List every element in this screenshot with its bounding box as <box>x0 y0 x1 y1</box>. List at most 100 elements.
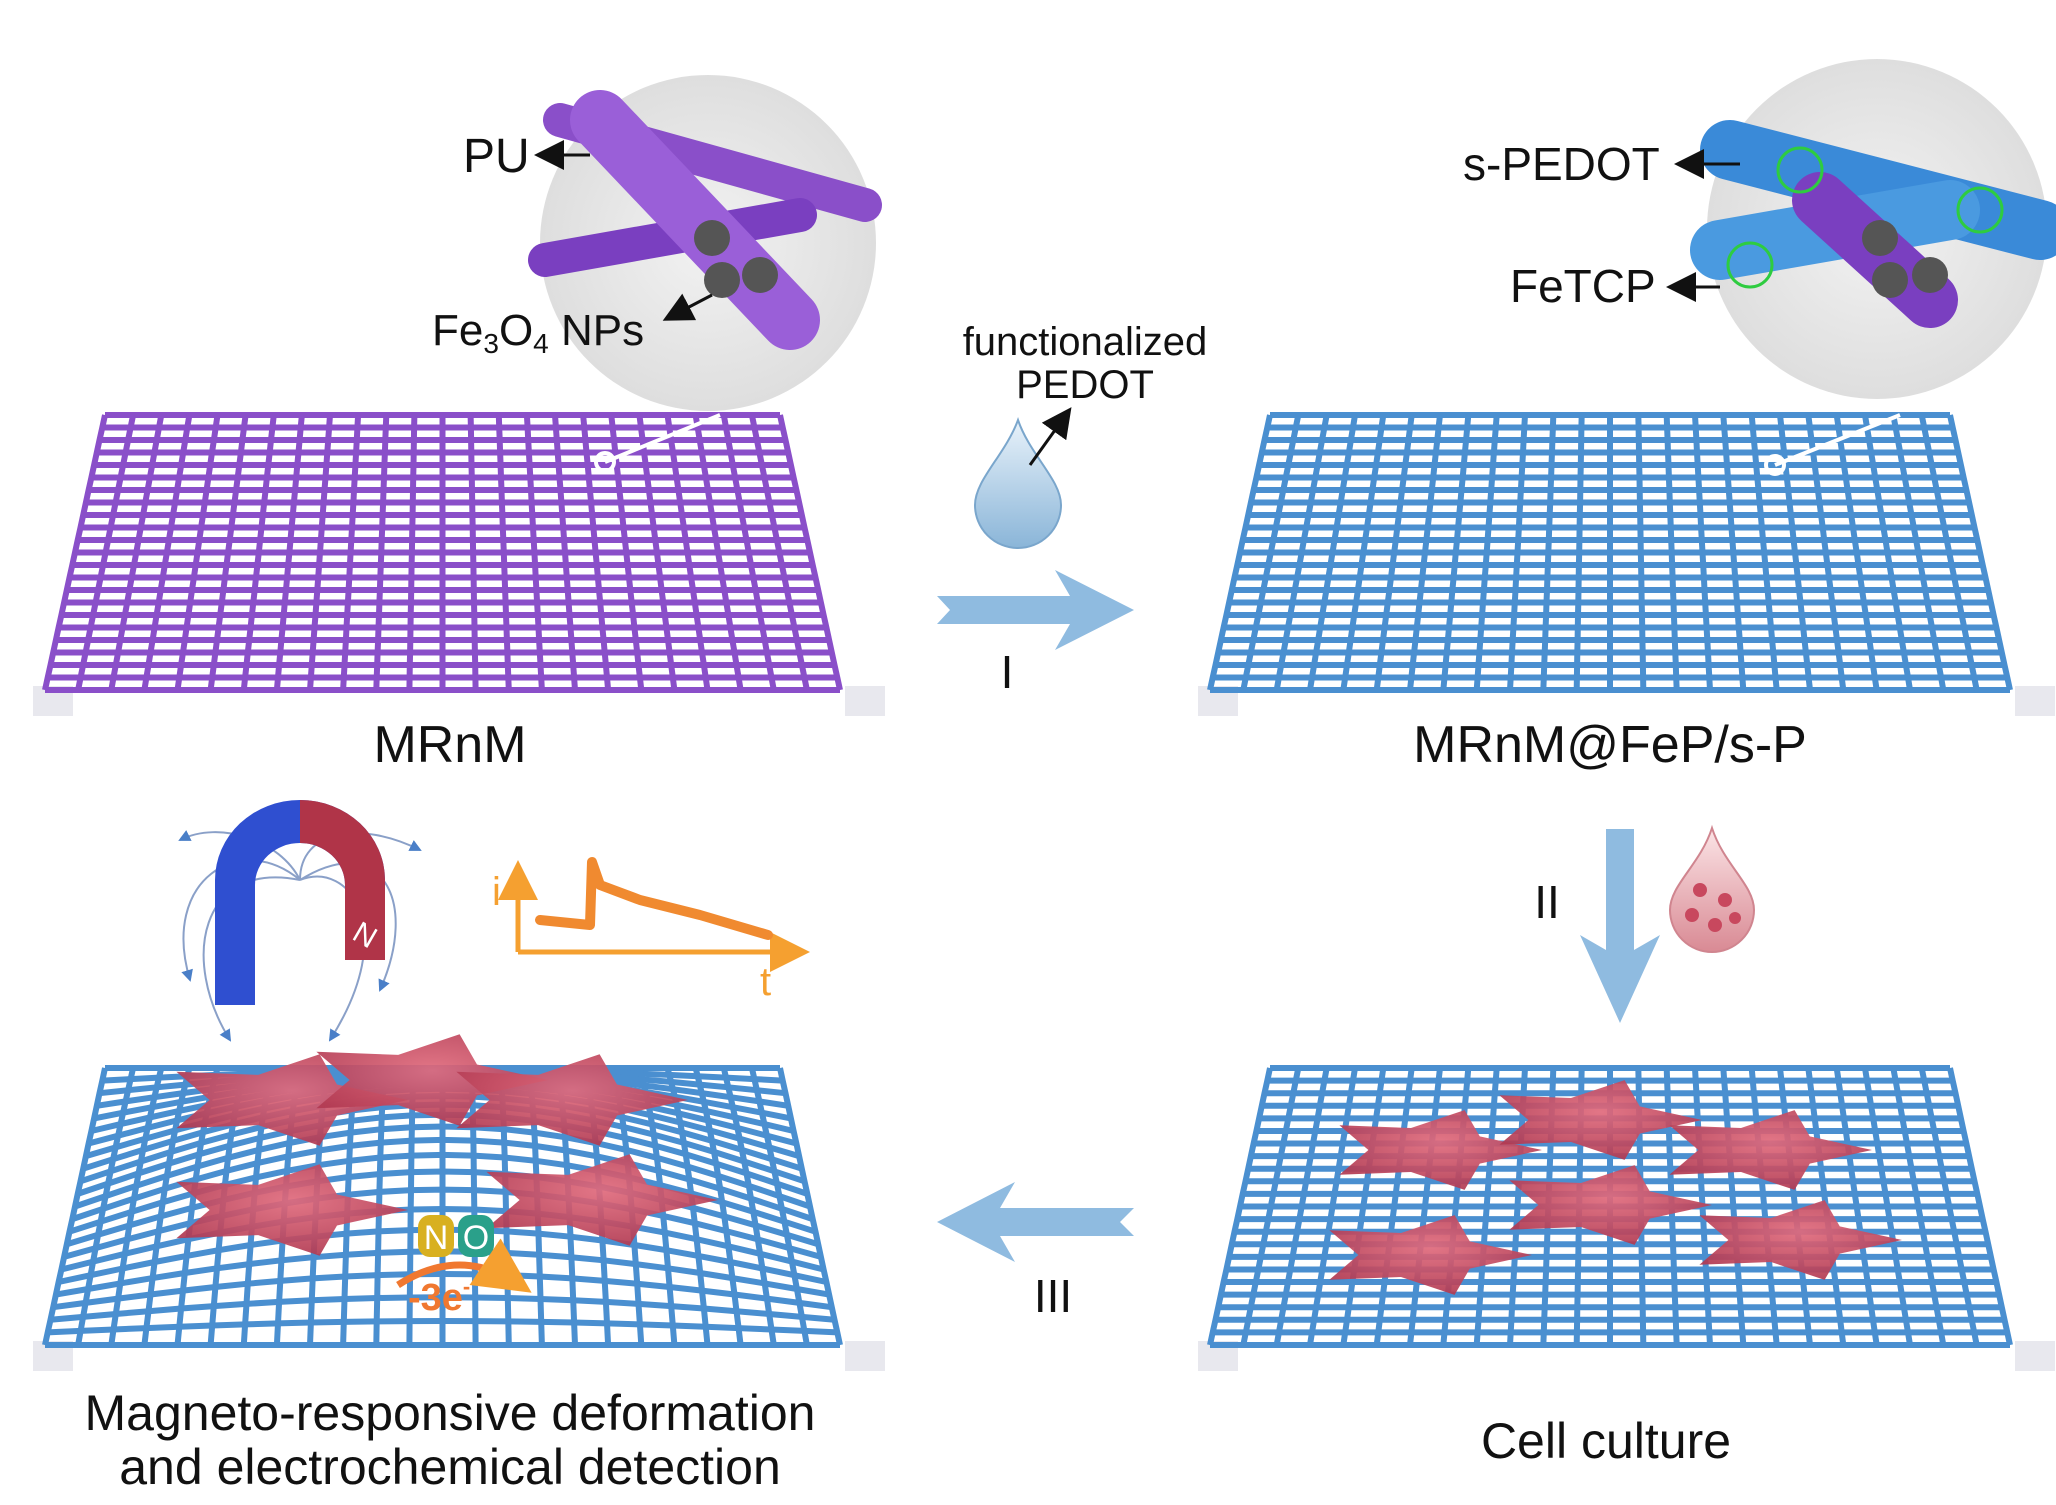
mesh-fiber <box>273 414 305 691</box>
step2-arrow-icon <box>1580 829 1660 1023</box>
coated-zoom-inset <box>1690 59 2056 476</box>
mesh-fiber <box>174 414 221 691</box>
pu-label: PU <box>463 130 530 183</box>
mesh-fiber <box>406 414 418 691</box>
no-oxidation-icon: N O -3e- <box>396 1215 532 1319</box>
mesh-fiber <box>467 1067 479 1346</box>
mesh-fiber <box>777 1067 843 1346</box>
mesh-fiber <box>523 414 545 691</box>
current-trace <box>535 857 773 940</box>
current-time-plot: i t <box>492 857 810 1004</box>
cell-droplet-icon <box>1668 824 1756 953</box>
mesh-fiber <box>1207 1067 1273 1346</box>
reagent-label-line1: functionalized <box>963 320 1208 364</box>
mesh-fiber <box>1207 414 1273 691</box>
cell-icon <box>1339 1110 1542 1190</box>
mesh-fiber <box>1947 414 2013 691</box>
mesh-fiber <box>1635 414 1647 691</box>
mesh-fiber <box>1918 1067 1980 1346</box>
mesh-fiber <box>1692 414 1713 691</box>
plot-x-label: t <box>760 960 771 1004</box>
mesh-fiber <box>1663 414 1680 691</box>
mesh-fiber <box>664 414 711 691</box>
mesh-fiber <box>1373 1067 1415 1346</box>
mesh-fiber <box>1340 1067 1387 1346</box>
nanoparticle-icon <box>694 220 730 256</box>
mesh-fiber <box>1473 414 1500 691</box>
mesh-fiber <box>1720 414 1747 691</box>
cell-icon <box>176 1164 408 1256</box>
mesh-fiber <box>108 414 165 691</box>
coated-label: MRnM@FeP/s-P <box>1413 716 1807 774</box>
mesh-fiber <box>373 414 390 691</box>
mesh-fiber <box>340 414 362 691</box>
mesh-fiber <box>552 414 578 691</box>
mesh-fiber <box>1947 1067 2013 1346</box>
mesh-fiber <box>777 414 843 691</box>
mesh-fiber <box>467 414 479 691</box>
mesh-fiber <box>1748 1067 1780 1346</box>
cell-icon <box>486 1154 718 1246</box>
mesh-fiber <box>307 414 333 691</box>
mrnm-label: MRnM <box>373 716 526 774</box>
mesh-fiber <box>720 1067 777 1346</box>
mesh-fiber <box>580 414 612 691</box>
detection-label-line1: Magneto-responsive deformation <box>85 1385 816 1441</box>
mesh-fiber <box>748 414 810 691</box>
step2-label: II <box>1534 876 1560 928</box>
mesh-support <box>2015 686 2055 716</box>
mesh-fiber <box>207 414 249 691</box>
mesh-fiber <box>1307 1067 1358 1346</box>
culture-label: Cell culture <box>1481 1413 1731 1469</box>
fetcp-molecule-icon <box>1776 146 1824 194</box>
mesh-fiber <box>1862 414 1913 691</box>
mesh-fiber <box>664 1067 711 1346</box>
culture-cells <box>1329 1080 1902 1295</box>
step3-arrow-icon <box>937 1182 1134 1262</box>
magnet-icon: S N <box>178 800 422 1042</box>
magnet-south-label: S <box>257 972 287 1010</box>
fe3o4-label: Fe3O4 NPs <box>432 306 644 359</box>
cell-icon <box>1509 1165 1712 1245</box>
mesh-fiber <box>1407 1067 1443 1346</box>
cell-icon <box>1699 1200 1902 1280</box>
mesh-fiber <box>42 1067 108 1346</box>
mesh-fiber <box>692 1067 744 1346</box>
mrnm-zoom-inset <box>528 75 882 473</box>
electron-label: -3e- <box>408 1274 470 1319</box>
mesh-support <box>845 686 885 716</box>
mesh-fiber <box>75 1067 137 1346</box>
mesh-fiber <box>1573 414 1585 691</box>
fetcp-label: FeTCP <box>1510 260 1656 312</box>
step3-label: III <box>1034 1270 1072 1322</box>
mesh-fiber <box>636 414 678 691</box>
coated-mesh <box>1198 412 2055 716</box>
s-pedot-label: s-PEDOT <box>1463 138 1660 190</box>
mesh-fiber <box>1890 1067 1947 1346</box>
cell-icon <box>176 1054 408 1146</box>
cell-icon <box>1669 1110 1872 1190</box>
pedot-droplet-icon <box>973 417 1063 549</box>
reagent-label-line2: PEDOT <box>1016 363 1154 407</box>
mesh-fiber <box>141 414 193 691</box>
mesh-fiber <box>1240 1067 1302 1346</box>
mesh-fiber <box>1507 414 1528 691</box>
mesh-fiber <box>1340 414 1387 691</box>
oxygen-label: O <box>463 1219 489 1257</box>
mesh-fiber <box>1890 414 1947 691</box>
mesh-fiber <box>748 1067 810 1346</box>
mesh-fiber <box>1720 1067 1747 1346</box>
mesh-fiber <box>720 414 777 691</box>
mesh-fiber <box>141 1067 193 1346</box>
mesh-fiber <box>1833 1067 1880 1346</box>
mesh-fiber <box>1473 1067 1500 1346</box>
cell-icon <box>316 1034 548 1126</box>
mesh-fiber <box>495 414 512 691</box>
mesh-fiber <box>1307 414 1358 691</box>
mesh-fiber <box>692 414 744 691</box>
mesh-support <box>2015 1341 2055 1371</box>
plot-y-label: i <box>492 870 501 914</box>
mrnm-mesh <box>33 412 885 716</box>
mesh-fiber <box>1748 414 1780 691</box>
